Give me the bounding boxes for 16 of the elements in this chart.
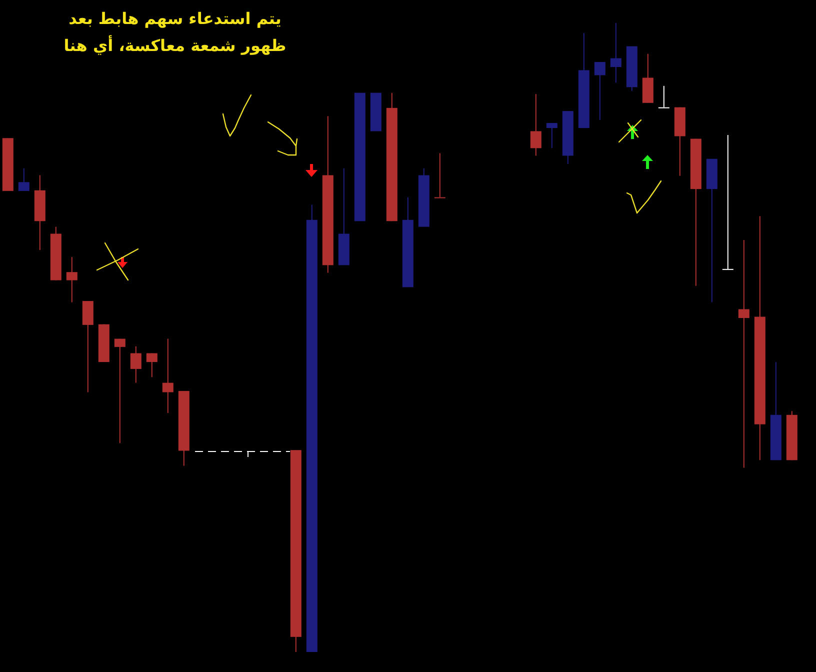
candlestick xyxy=(738,240,750,468)
candlestick xyxy=(594,62,606,120)
candlestick xyxy=(82,300,94,393)
candlestick xyxy=(130,346,142,384)
candlestick xyxy=(162,338,174,414)
candlestick xyxy=(546,122,558,149)
candlestick xyxy=(530,94,542,156)
candlestick xyxy=(18,168,30,192)
candlestick xyxy=(722,134,734,270)
candlestick xyxy=(66,256,78,303)
candlestick xyxy=(610,23,622,84)
candlestick xyxy=(658,85,670,108)
candlestick xyxy=(434,152,446,198)
chart-title: يتم استدعاء سهم هابط بعد ظهور شمعة معاكسة، أي هنا xyxy=(62,8,288,57)
candlestick xyxy=(114,338,126,444)
candlestick xyxy=(146,352,158,378)
